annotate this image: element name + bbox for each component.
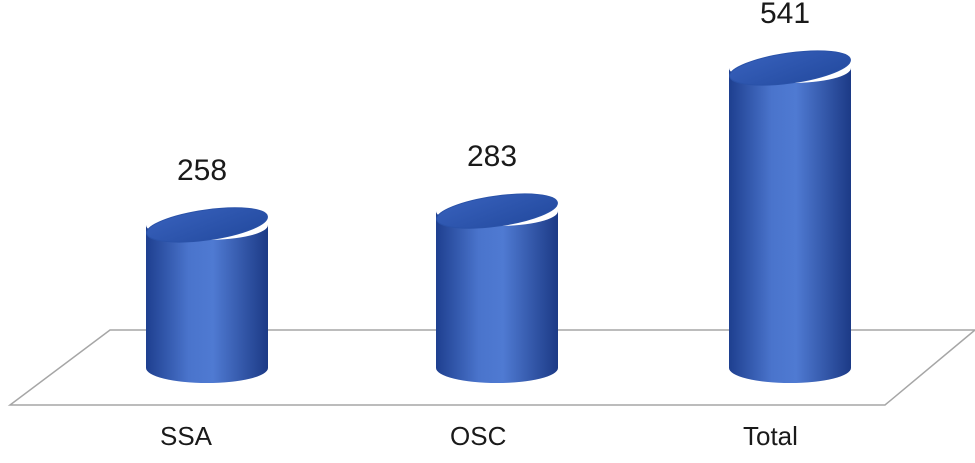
category-label-total: Total <box>743 421 798 451</box>
bar-osc <box>436 193 558 383</box>
category-label-ssa: SSA <box>160 421 213 451</box>
bar-top-osc <box>436 193 558 229</box>
chart-floor <box>7 329 975 406</box>
bar-body-ssa <box>146 224 268 383</box>
bar-top-total <box>729 50 851 86</box>
bar-top-ssa <box>146 207 268 243</box>
category-label-osc: OSC <box>450 421 506 451</box>
labels-layer: 258 SSA 283 OSC 541 Total <box>160 0 810 451</box>
data-label-ssa: 258 <box>177 154 227 187</box>
data-label-osc: 283 <box>467 140 517 173</box>
data-label-total: 541 <box>760 0 810 30</box>
bar-body-total <box>729 68 851 383</box>
bar-body-osc <box>436 211 558 383</box>
bar-ssa <box>146 207 268 383</box>
bars-layer <box>146 50 851 383</box>
bar-total <box>729 50 851 383</box>
